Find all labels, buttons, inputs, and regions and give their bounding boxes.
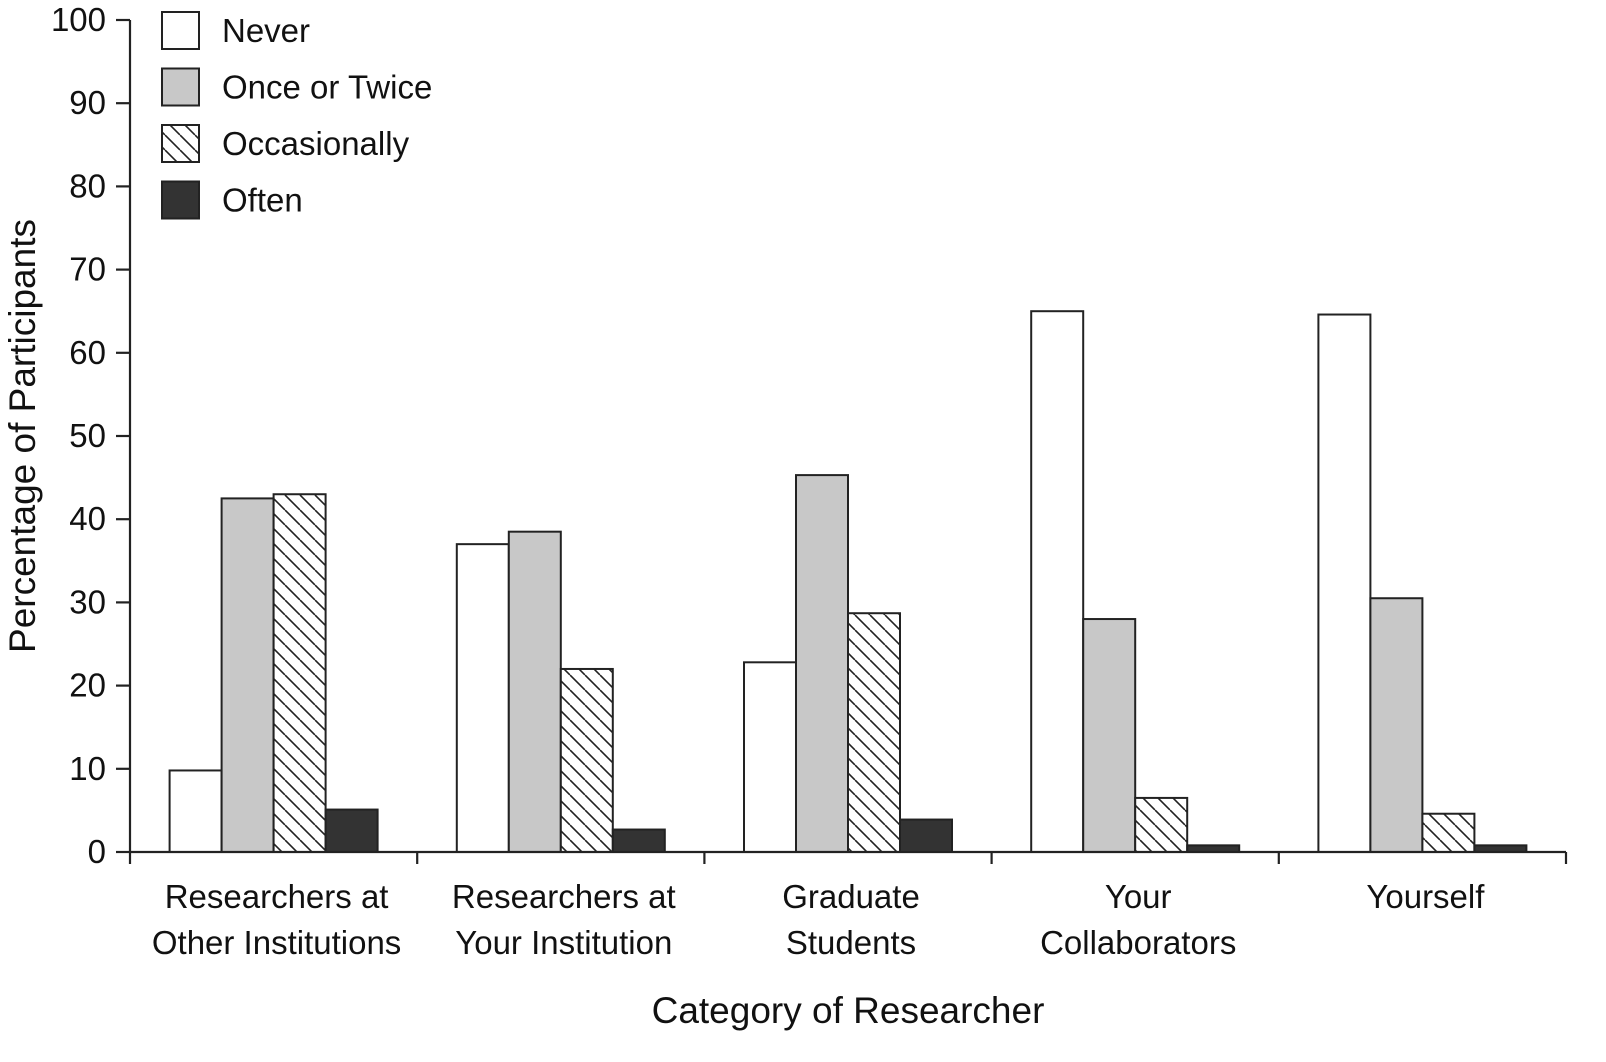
y-tick-label: 0	[88, 833, 106, 870]
category-label-line: Collaborators	[1040, 924, 1236, 961]
bar-once-or-twice	[1369, 597, 1424, 853]
bar-often	[899, 818, 953, 853]
bar-often	[324, 808, 379, 853]
category-label-line: Researchers at	[452, 878, 676, 915]
legend-label: Once or Twice	[222, 69, 432, 106]
x-axis-title: Category of Researcher	[652, 990, 1045, 1031]
category-label: Graduate Students	[782, 878, 920, 961]
x-axis: Researchers at Other InstitutionsResearch…	[128, 850, 1568, 961]
y-tick-label: 90	[69, 84, 106, 121]
bar-often	[611, 828, 666, 854]
category-label: Your Collaborators	[1040, 878, 1236, 961]
bar-occasionally	[1134, 796, 1189, 853]
y-tick-label: 20	[69, 667, 106, 704]
category-label-line: Researchers at	[165, 878, 389, 915]
y-tick-label: 80	[69, 167, 106, 204]
bar-once-or-twice	[795, 474, 849, 853]
bar-occasionally	[847, 612, 901, 853]
category-label-line: Yourself	[1366, 878, 1485, 915]
legend-label: Occasionally	[222, 125, 410, 162]
category-label-line: Graduate	[782, 878, 920, 915]
bar-once-or-twice	[1082, 618, 1137, 853]
legend-swatch-never	[161, 11, 200, 50]
category-label-line: Other Institutions	[152, 924, 401, 961]
y-tick-label: 100	[51, 1, 106, 38]
bar-never	[455, 543, 510, 853]
bar-occasionally	[559, 667, 614, 854]
y-tick-label: 50	[69, 417, 106, 454]
bar-occasionally	[1421, 812, 1476, 854]
bar-once-or-twice	[507, 530, 562, 853]
y-tick-label: 60	[69, 334, 106, 371]
bar-never	[1030, 310, 1085, 853]
y-tick-label: 40	[69, 500, 106, 537]
y-tick-label: 30	[69, 583, 106, 620]
y-axis: 0 10 20 30 40 50 60 70 80 90 100	[51, 1, 132, 870]
category-label: Researchers at Your Institution	[452, 878, 676, 961]
bar-never	[743, 661, 797, 854]
y-tick-label: 70	[69, 251, 106, 288]
y-axis-title: Percentage of Participants	[2, 219, 43, 653]
bar-once-or-twice	[220, 497, 275, 853]
legend-label: Often	[222, 182, 303, 219]
bar-never	[168, 769, 223, 853]
category-label: Yourself	[1366, 878, 1485, 915]
legend-swatch-often	[161, 180, 200, 220]
bar-occasionally	[272, 493, 327, 853]
y-tick-label: 10	[69, 750, 106, 787]
legend: Never Once or Twice Occasionally Often	[161, 11, 432, 220]
legend-swatch-once-or-twice	[161, 67, 200, 107]
legend-swatch-occasionally	[161, 124, 200, 163]
category-label-line: Your	[1105, 878, 1172, 915]
bars-group	[168, 310, 1528, 854]
category-label: Researchers at Other Institutions	[152, 878, 401, 961]
bar-never	[1317, 313, 1372, 853]
legend-label: Never	[222, 12, 310, 49]
category-label-line: Students	[786, 924, 916, 961]
category-label-line: Your Institution	[455, 924, 672, 961]
